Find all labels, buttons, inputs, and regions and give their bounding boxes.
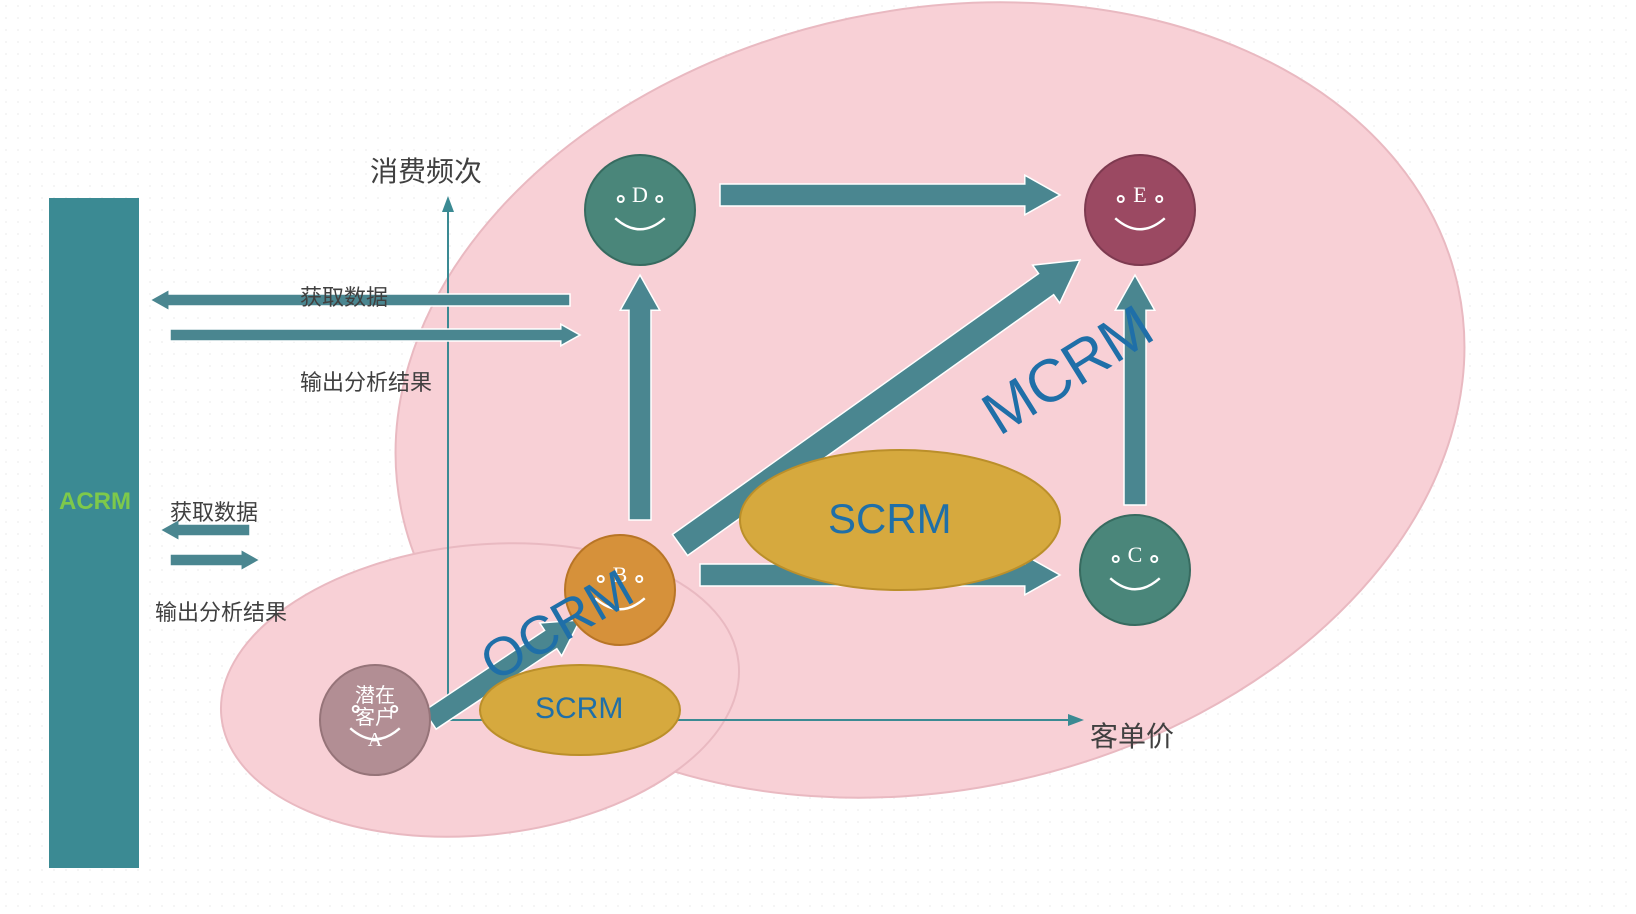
- svg-text:E: E: [1133, 182, 1146, 207]
- arrow-output-bottom: [170, 549, 260, 571]
- arrow-get-data-bottom-label: 获取数据: [170, 495, 258, 527]
- diagram-canvas: 潜在客户ABCDE ACRM消费频次客单价获取数据输出分析结果获取数据输出分析结…: [0, 0, 1636, 914]
- scrm-label-big: SCRM: [828, 495, 952, 543]
- face-A: 潜在客户A: [320, 665, 430, 775]
- face-E: E: [1085, 155, 1195, 265]
- arrow-output-top-label: 输出分析结果: [300, 365, 432, 397]
- svg-text:D: D: [632, 182, 648, 207]
- arrow-get-data-top-label: 获取数据: [300, 280, 388, 312]
- acrm-label: ACRM: [59, 488, 131, 516]
- scrm-label-small: SCRM: [535, 692, 623, 726]
- face-D: D: [585, 155, 695, 265]
- arrow-output-bottom-label: 输出分析结果: [155, 595, 287, 627]
- x-axis-label: 客单价: [1090, 715, 1174, 755]
- y-axis-label: 消费频次: [370, 150, 482, 190]
- diagram-svg: 潜在客户ABCDE: [0, 0, 1636, 914]
- acrm-bar: [49, 198, 139, 868]
- face-C: C: [1080, 515, 1190, 625]
- svg-text:A: A: [368, 729, 383, 751]
- svg-text:潜在: 潜在: [355, 684, 395, 707]
- svg-text:客户: 客户: [355, 706, 395, 729]
- svg-text:C: C: [1128, 542, 1143, 567]
